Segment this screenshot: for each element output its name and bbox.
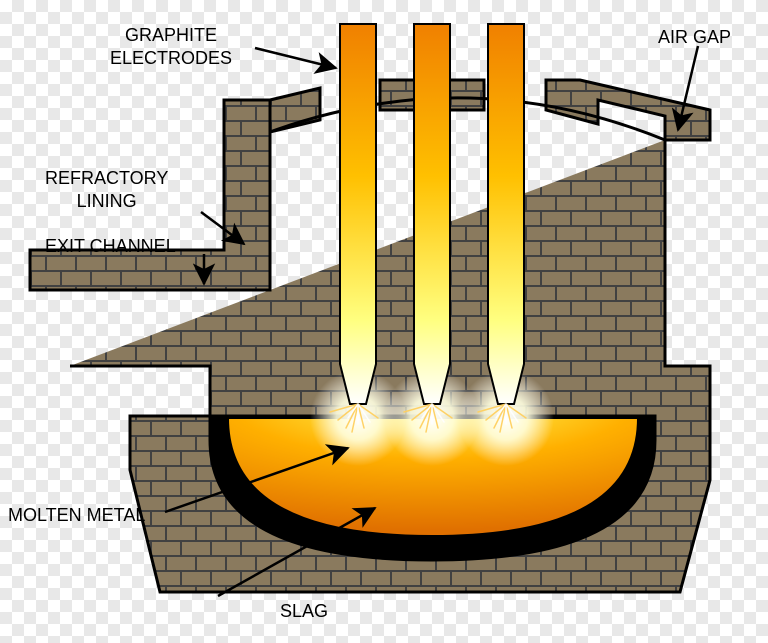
arrow-graphite-electrodes xyxy=(255,48,336,68)
label-graphite-electrodes: GRAPHITE ELECTRODES xyxy=(110,24,232,69)
furnace-diagram xyxy=(0,0,768,643)
label-exit-channel: EXIT CHANNEL xyxy=(45,235,176,258)
label-air-gap: AIR GAP xyxy=(658,26,731,49)
electrodes xyxy=(340,24,524,404)
label-molten-metal: MOLTEN METAL xyxy=(8,504,145,527)
label-slag: SLAG xyxy=(280,600,328,623)
label-refractory-lining: REFRACTORY LINING xyxy=(45,167,168,212)
